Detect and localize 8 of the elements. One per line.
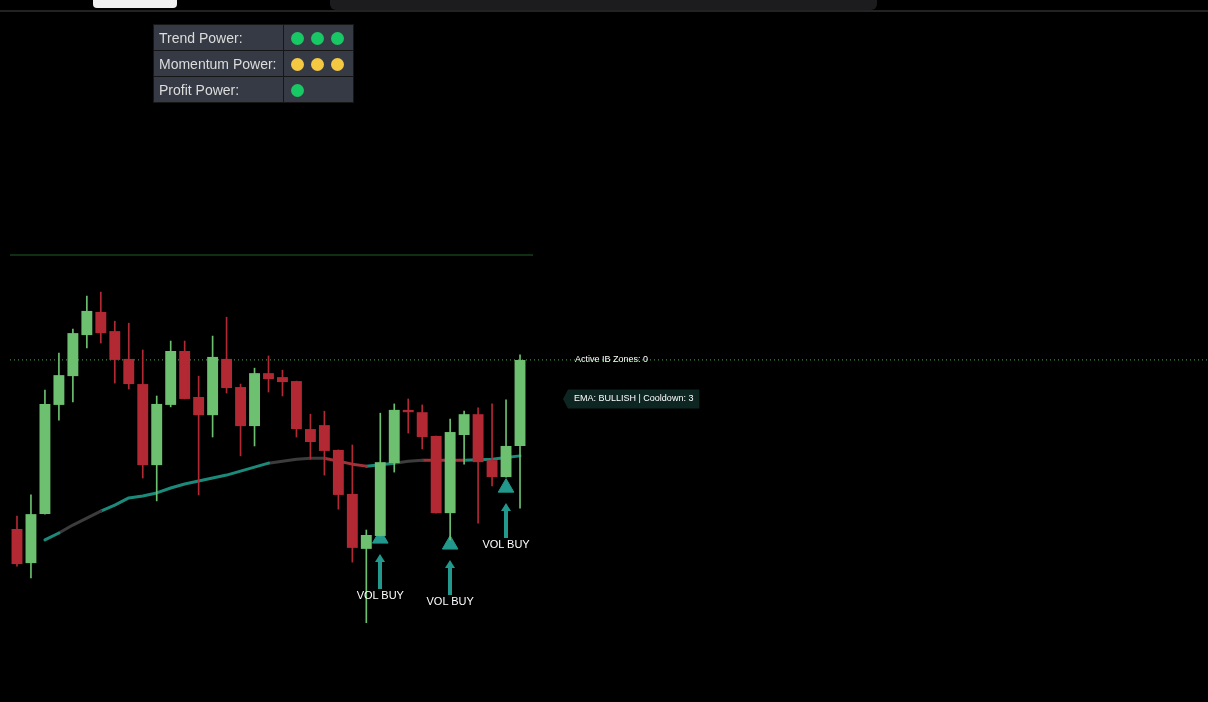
text: Profit Power: xyxy=(153,76,284,103)
text: Trend Power: xyxy=(153,24,284,51)
text: Momentum Power: xyxy=(153,50,284,77)
text: Active IB Zones: 0 xyxy=(575,354,649,365)
text: EMA: BULLISH | Cooldown: 3 xyxy=(574,393,694,404)
annotation: VOL BUY xyxy=(482,537,531,550)
annotation: VOL BUY xyxy=(426,594,475,607)
candlestick xyxy=(486,403,498,487)
